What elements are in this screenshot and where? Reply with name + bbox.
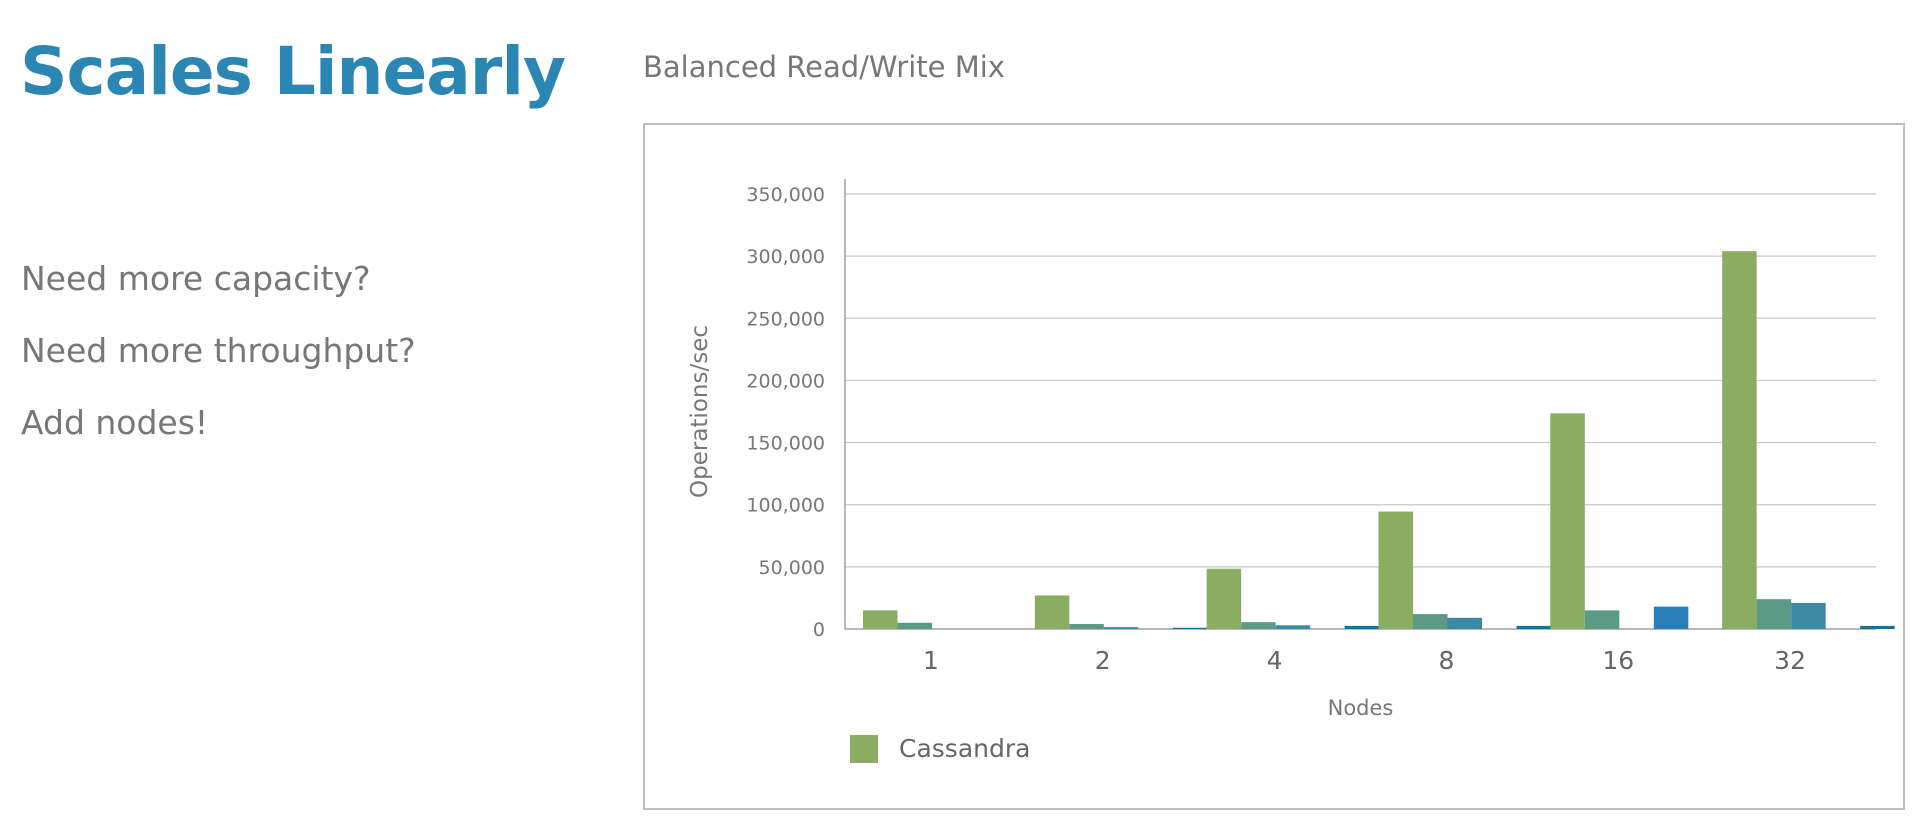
bar: [1756, 599, 1792, 629]
bar: [1069, 624, 1104, 629]
bar: [1550, 413, 1585, 629]
bar: [1860, 625, 1895, 629]
chart-title: Balanced Read/Write Mix: [643, 50, 1005, 84]
bar: [1103, 627, 1139, 629]
x-tick-label: 32: [1774, 646, 1806, 675]
bar: [1653, 606, 1689, 629]
legend-label: Cassandra: [899, 734, 1031, 763]
x-tick-label: 4: [1267, 646, 1283, 675]
bar: [1344, 625, 1380, 629]
y-tick-label: 350,000: [746, 184, 825, 206]
bar: [1378, 511, 1413, 629]
bar: [1722, 251, 1757, 629]
bar: [863, 610, 898, 629]
bullet-item: Add nodes!: [21, 403, 209, 442]
slide-title: Scales Linearly: [20, 33, 566, 110]
x-tick-label: 2: [1095, 646, 1111, 675]
x-tick-label: 16: [1602, 646, 1634, 675]
bar: [1584, 610, 1620, 629]
y-axis-label: Operations/sec: [687, 325, 713, 498]
y-tick-label: 250,000: [746, 308, 825, 330]
bar: [1447, 617, 1482, 629]
bar: [1034, 595, 1070, 629]
bar: [1172, 627, 1208, 629]
chart-frame: [643, 123, 1905, 810]
y-tick-label: 50,000: [759, 557, 825, 579]
bar: [1413, 614, 1448, 629]
bar: [1206, 568, 1242, 629]
bar: [897, 622, 932, 629]
y-tick-label: 0: [813, 619, 825, 641]
bullet-item: Need more capacity?: [21, 259, 371, 298]
y-tick-label: 150,000: [746, 433, 825, 455]
bullet-item: Need more throughput?: [21, 331, 416, 370]
y-tick-label: 200,000: [746, 370, 825, 392]
bar: [1275, 625, 1311, 629]
legend-swatch: [850, 734, 878, 763]
bullet-list: Need more capacity? Need more throughput…: [21, 243, 416, 459]
bar: [1516, 625, 1551, 629]
chart-legend: Cassandra: [850, 734, 1030, 763]
x-tick-label: 1: [923, 646, 939, 675]
x-axis-label: Nodes: [1328, 696, 1394, 720]
y-tick-label: 300,000: [746, 246, 825, 268]
y-tick-label: 100,000: [746, 495, 825, 517]
bar: [1241, 622, 1276, 629]
x-tick-label: 8: [1438, 646, 1454, 675]
bar: [1791, 602, 1826, 629]
